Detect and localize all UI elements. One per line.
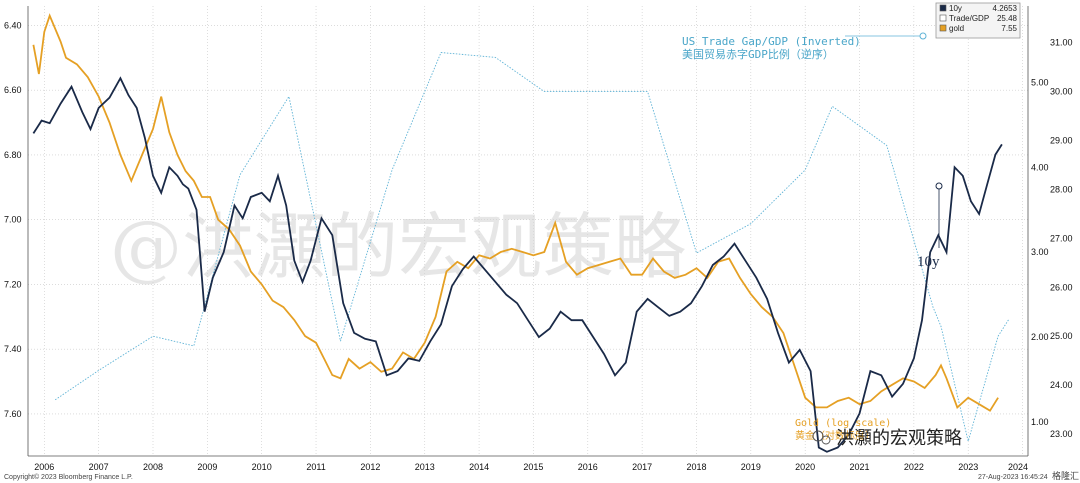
left-tick-label: 7.60: [4, 409, 22, 419]
x-tick-label: 2021: [850, 462, 870, 472]
x-tick-label: 2013: [415, 462, 435, 472]
legend-label: Trade/GDP: [949, 14, 989, 23]
x-tick-label: 2019: [741, 462, 761, 472]
tenY-marker: [935, 182, 943, 190]
x-tick-label: 2017: [632, 462, 652, 472]
tenY-series-line: [32, 76, 1003, 453]
legend-box: [935, 2, 1021, 39]
watermark: @洪灝的宏观策略: [110, 205, 686, 289]
x-axis: 2006 2007 2008 2009 2010 2011 2012 2013 2014 2015…: [34, 462, 1028, 472]
x-tick-label: 2022: [904, 462, 924, 472]
tenY-annotation: 10y: [917, 254, 940, 270]
x-tick-label: 2006: [34, 462, 54, 472]
right-inner-tick-label: 1.00: [1031, 417, 1049, 427]
right-outer-axis: 23.00 24.00 25.00 26.00 27.00 28.00 29.00 30.00…: [1050, 38, 1073, 439]
x-tick-label: 2010: [252, 462, 272, 472]
bottom-watermark: 洪灝的宏观策略: [812, 428, 962, 449]
right-inner-tick-label: 5.00: [1031, 77, 1049, 87]
legend: 10y 4.2653 Trade/GDP 25.48 gold 7.55: [935, 2, 1021, 39]
right-outer-tick-label: 27.00: [1050, 233, 1073, 243]
x-tick-label: 2016: [578, 462, 598, 472]
left-tick-label: 6.40: [4, 20, 22, 30]
right-outer-tick-label: 28.00: [1050, 184, 1073, 194]
trade-title-cn: 美国贸易赤字GDP比例（逆序）: [682, 47, 834, 61]
right-outer-tick-label: 24.00: [1050, 380, 1073, 390]
x-tick-label: 2011: [306, 462, 325, 472]
legend-swatch: [939, 14, 947, 22]
legend-label: gold: [949, 24, 964, 33]
trade-title-en: US Trade Gap/GDP (Inverted): [682, 35, 861, 48]
legend-swatch: [939, 4, 947, 12]
watermark-small: 洪灝的宏观策略: [836, 428, 962, 449]
right-outer-tick-label: 31.00: [1050, 38, 1073, 48]
right-inner-tick-label: 3.00: [1031, 247, 1049, 257]
legend-swatch: [939, 24, 947, 32]
x-tick-label: 2008: [143, 462, 163, 472]
right-outer-tick-label: 26.00: [1050, 282, 1073, 292]
left-tick-label: 6.60: [4, 85, 22, 95]
x-tick-label: 2024: [1008, 462, 1028, 472]
right-inner-tick-label: 4.00: [1031, 162, 1049, 172]
brand-tag-bg: [1048, 468, 1078, 482]
left-tick-label: 7.00: [4, 215, 22, 225]
legend-value: 25.48: [997, 14, 1018, 23]
right-outer-tick-label: 29.00: [1050, 136, 1073, 146]
left-axis: 6.40 6.60 6.80 7.00 7.20 7.40 7.60: [4, 20, 22, 418]
right-inner-tick-label: 2.00: [1031, 332, 1049, 342]
grid: [27, 6, 1029, 457]
wechat-icon-small: [821, 435, 831, 445]
x-tick-label: 2018: [686, 462, 706, 472]
legend-value: 4.2653: [993, 4, 1018, 13]
right-outer-tick-label: 23.00: [1050, 429, 1073, 439]
right-inner-axis: 1.00 2.00 3.00 4.00 5.00: [1031, 77, 1049, 427]
wechat-icon: [812, 430, 824, 442]
timestamp: 27-Aug-2023 16:45:24: [978, 474, 1048, 481]
left-tick-label: 7.40: [4, 344, 22, 354]
x-tick-label: 2023: [958, 462, 978, 472]
right-outer-tick-label: 30.00: [1050, 87, 1073, 97]
gold-series-line: [32, 13, 999, 412]
x-tick-label: 2020: [795, 462, 815, 472]
legend-label: 10y: [949, 4, 962, 13]
x-tick-label: 2007: [89, 462, 109, 472]
x-tick-label: 2014: [469, 462, 489, 472]
x-tick-label: 2012: [360, 462, 380, 472]
gold-annotation-en: Gold (log scale): [795, 418, 891, 429]
trade-series-line: [54, 52, 1010, 444]
trade-marker: [919, 32, 927, 40]
right-outer-tick-label: 25.00: [1050, 331, 1073, 341]
x-tick-label: 2015: [523, 462, 543, 472]
left-tick-label: 7.20: [4, 279, 22, 289]
copyright: Copyright© 2023 Bloomberg Finance L.P.: [4, 473, 133, 481]
brand-tag: 格隆汇: [1052, 470, 1079, 481]
legend-value: 7.55: [1001, 24, 1017, 33]
x-tick-label: 2009: [197, 462, 217, 472]
left-tick-label: 6.80: [4, 150, 22, 160]
